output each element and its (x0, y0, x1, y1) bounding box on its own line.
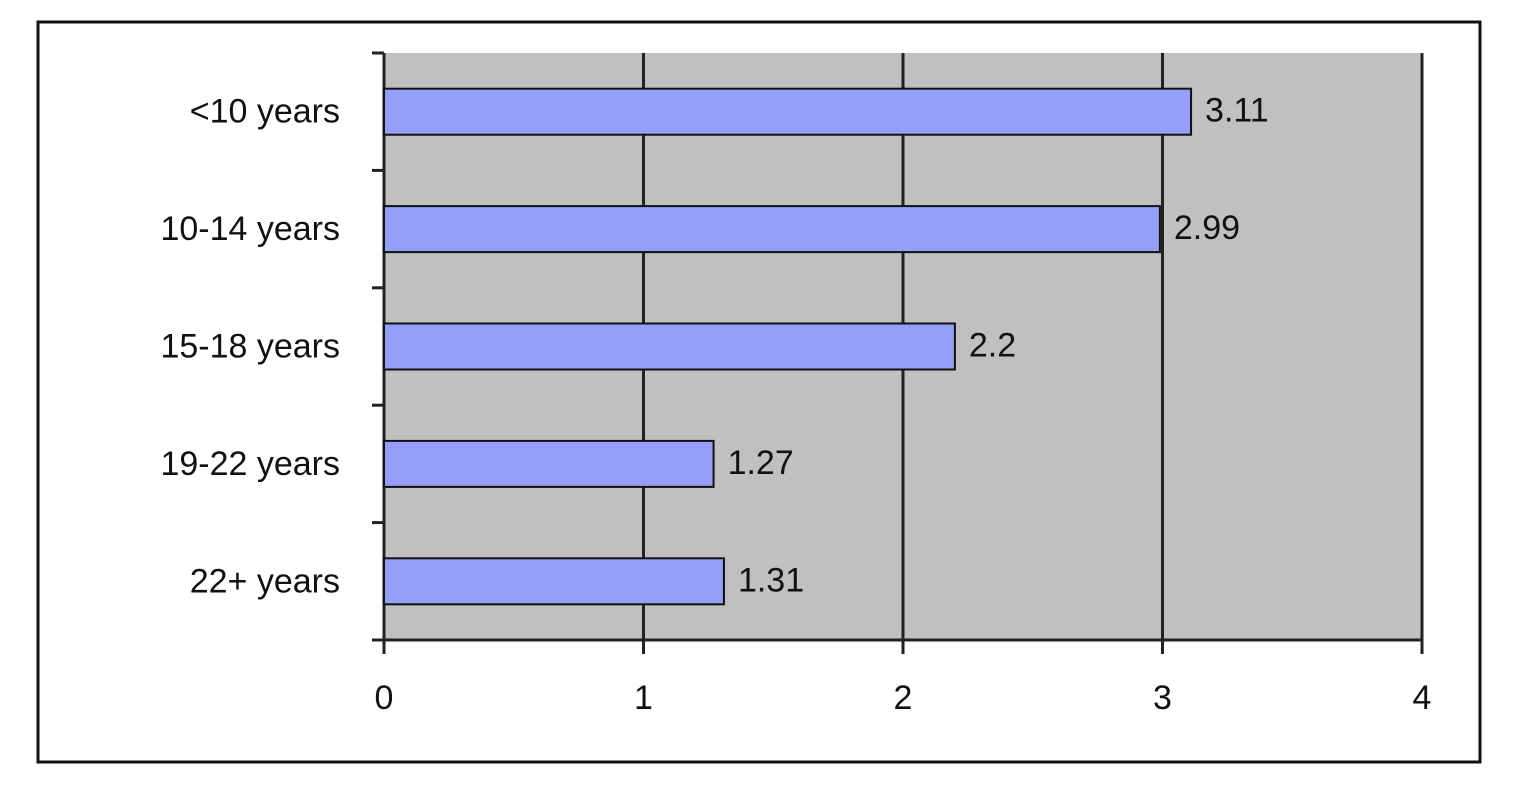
bar (383, 205, 1161, 254)
bar (383, 557, 725, 606)
y-tick-label: 22+ years (190, 562, 340, 600)
x-tick-label: 0 (375, 679, 394, 717)
data-label: 2.2 (969, 326, 1016, 364)
data-label: 3.11 (1205, 92, 1269, 130)
data-label: 1.27 (728, 444, 794, 482)
bar (383, 439, 715, 488)
y-tick-label: 19-22 years (160, 445, 340, 483)
data-label: 2.99 (1174, 209, 1240, 247)
bar (383, 322, 956, 371)
x-tick-label: 4 (1413, 679, 1432, 717)
x-tick-label: 1 (634, 679, 653, 717)
y-tick-label: <10 years (190, 93, 340, 131)
x-tick-label: 3 (1153, 679, 1172, 717)
bar (383, 87, 1193, 136)
y-tick-label: 10-14 years (160, 210, 340, 248)
y-tick-label: 15-18 years (160, 327, 340, 365)
data-label: 1.31 (738, 561, 804, 599)
x-tick-label: 2 (894, 679, 913, 717)
